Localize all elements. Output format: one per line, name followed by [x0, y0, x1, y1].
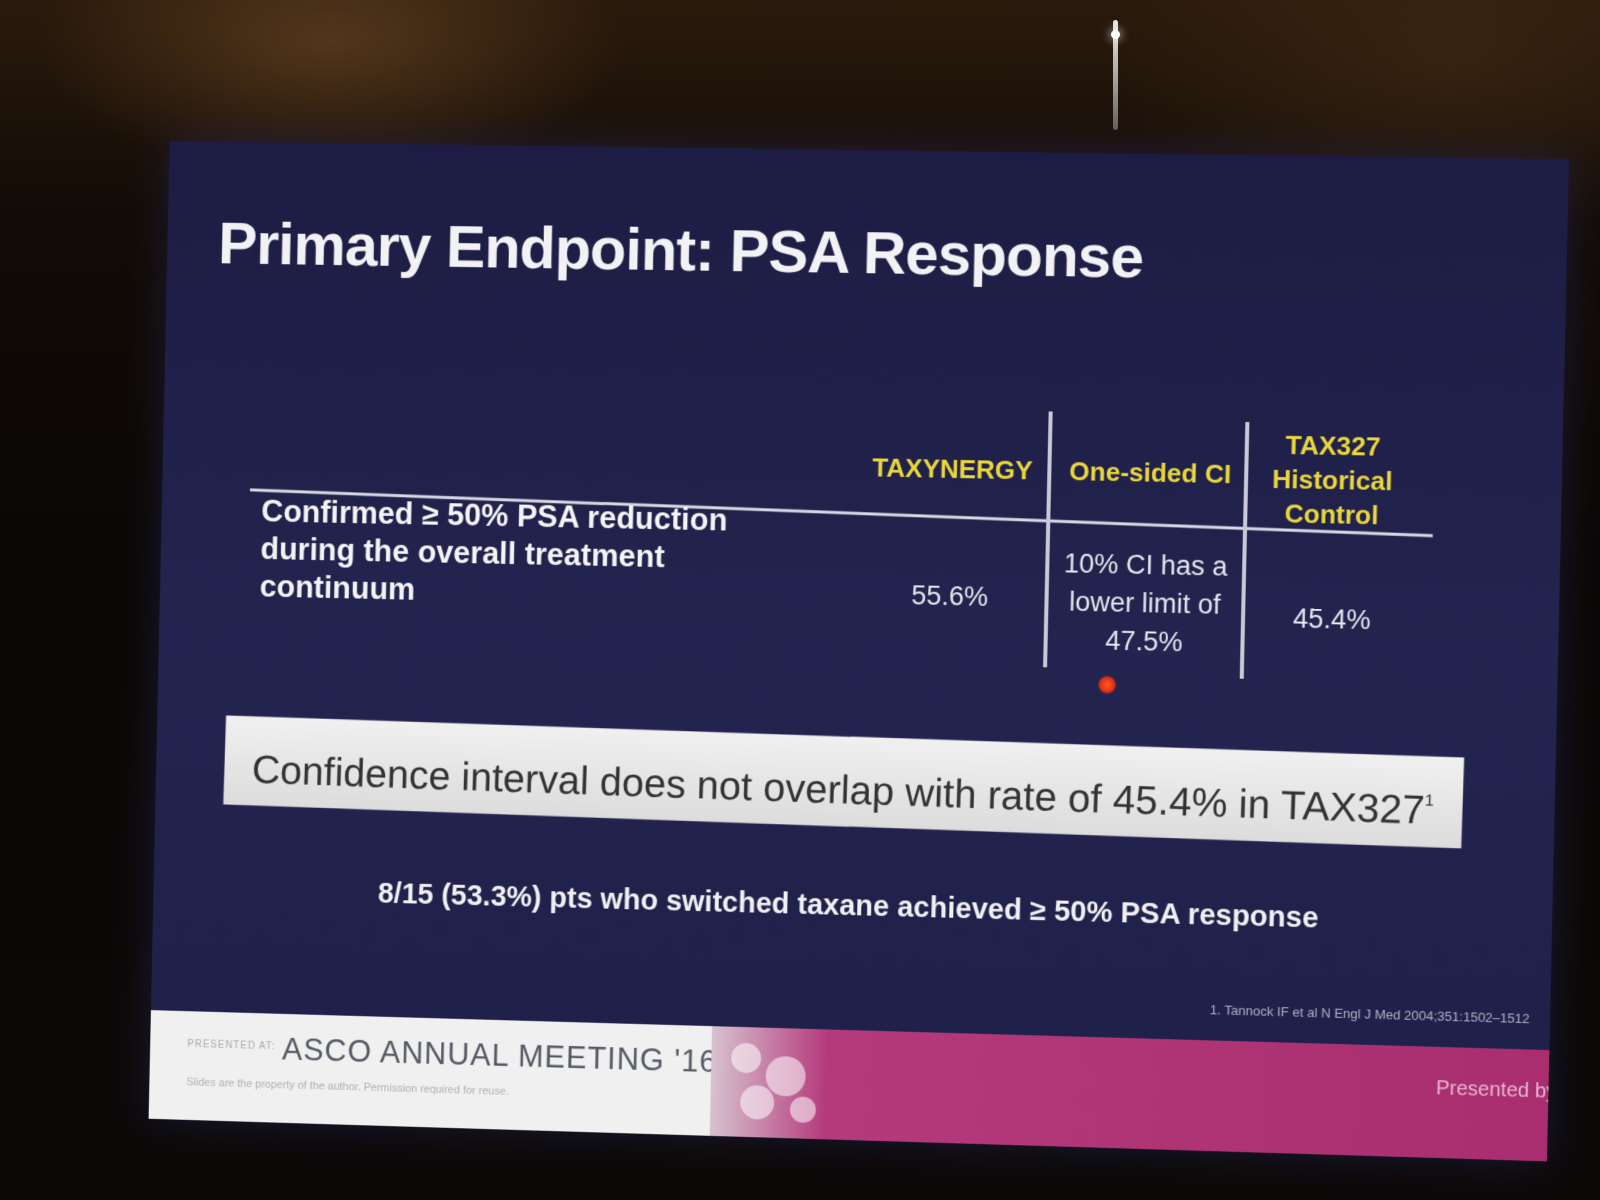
decorative-dot	[739, 1084, 775, 1120]
decorative-dot	[730, 1042, 762, 1074]
callout-footnote-marker: 1	[1424, 792, 1435, 811]
laser-pointer-dot	[1097, 675, 1117, 695]
projection-screen: Primary Endpoint: PSA Response TAXYNERGY…	[148, 140, 1570, 1162]
table-cell-one-sided-ci: 10% CI has a lower limit of 47.5%	[1063, 548, 1228, 658]
callout-box: Confidence interval does not overlap wit…	[223, 715, 1465, 849]
footer-disclaimer: Slides are the property of the author. P…	[186, 1076, 509, 1098]
slide-footer: PRESENTED AT: ASCO ANNUAL MEETING '16 Sl…	[148, 1010, 1569, 1162]
decorative-dot	[765, 1055, 807, 1097]
meeting-name: ASCO ANNUAL MEETING '16	[281, 1031, 718, 1080]
table-cell-tax327: 45.4%	[1292, 603, 1372, 636]
column-header-taxynergy: TAXYNERGY	[872, 452, 1034, 486]
reference-footnote: 1. Tannock IF et al N Engl J Med 2004;35…	[1209, 1002, 1530, 1027]
callout-text: Confidence interval does not overlap wit…	[251, 748, 1426, 833]
presenter-credit: Presented by: Scott T. Tagawa	[1435, 1077, 1569, 1107]
decorative-dots	[720, 1034, 832, 1132]
ceiling-light	[1111, 20, 1120, 130]
footer-banner: Presented by: Scott T. Tagawa	[709, 1026, 1569, 1162]
table-row-label: Confirmed ≥ 50% PSA reduction during the…	[259, 493, 728, 607]
column-header-one-sided-ci: One-sided CI	[1068, 456, 1232, 490]
table-cell-taxynergy: 55.6%	[911, 580, 989, 612]
switch-note: 8/15 (53.3%) pts who switched taxane ach…	[377, 877, 1319, 935]
decorative-dot	[789, 1096, 817, 1124]
column-header-tax327: TAX327 Historical Control	[1271, 429, 1393, 531]
slide-title: Primary Endpoint: PSA Response	[217, 209, 1144, 291]
slide: Primary Endpoint: PSA Response TAXYNERGY…	[148, 140, 1570, 1162]
presented-at-label: PRESENTED AT:	[187, 1038, 276, 1053]
